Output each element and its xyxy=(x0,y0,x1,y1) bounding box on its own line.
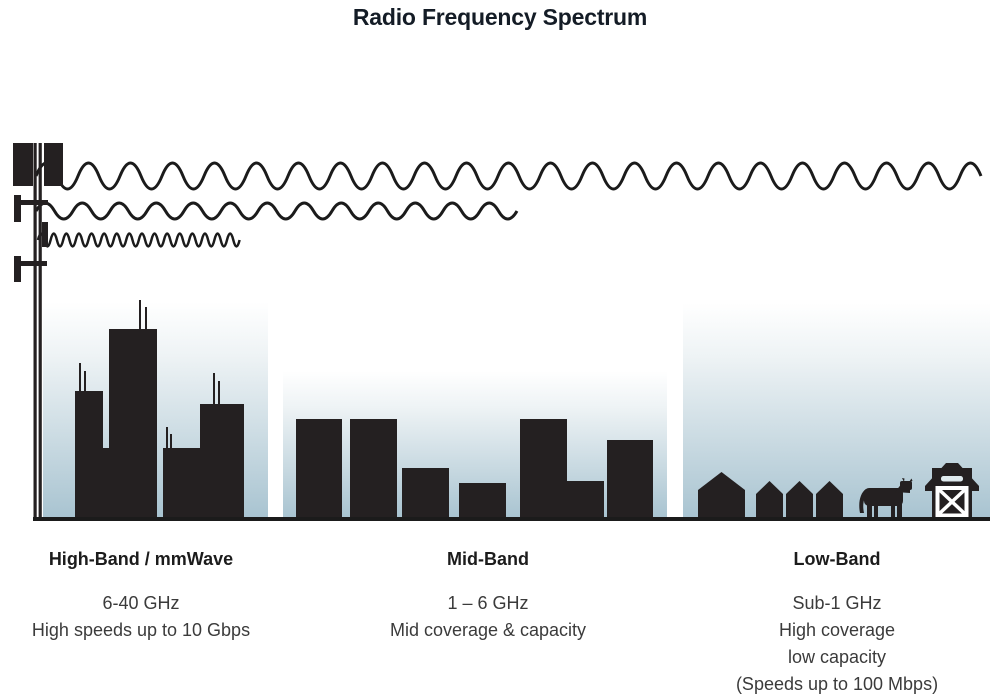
house-icon xyxy=(786,481,813,519)
rooftop-antenna xyxy=(139,300,141,329)
low-band-description: low capacity xyxy=(787,647,887,667)
rooftop-antenna xyxy=(213,373,215,404)
antenna-panel-left xyxy=(13,143,33,186)
low-band-description: (Speeds up to 100 Mbps) xyxy=(735,674,939,694)
house-icon xyxy=(816,481,843,519)
spectrum-illustration xyxy=(13,143,990,521)
high-band-name: High-Band / mmWave xyxy=(48,549,234,569)
rooftop-antenna xyxy=(145,307,147,329)
mid-band-wave xyxy=(34,201,519,221)
low-band-frequency: Sub-1 GHz xyxy=(792,593,882,613)
high-band-description: High speeds up to 10 Gbps xyxy=(31,620,251,640)
high-band-label: High-Band / mmWave 6-40 GHz High speeds … xyxy=(11,548,271,644)
antenna-panel-right xyxy=(44,143,63,186)
house-icon xyxy=(698,472,745,519)
barn-icon xyxy=(925,463,979,519)
high-band-wave xyxy=(36,232,241,248)
mid-band-name: Mid-Band xyxy=(447,549,529,569)
low-band-label: Low-Band Sub-1 GHz High coverage low cap… xyxy=(697,548,977,698)
rooftop-antenna xyxy=(84,371,86,391)
cow-icon xyxy=(859,478,913,519)
radio-waves xyxy=(34,161,983,248)
low-band-description: High coverage xyxy=(778,620,896,640)
mid-band-frequency: 1 – 6 GHz xyxy=(447,593,529,613)
low-band-rural-scene xyxy=(698,463,979,519)
mid-band-town xyxy=(296,419,653,517)
low-band-name: Low-Band xyxy=(793,549,881,569)
rooftop-antenna xyxy=(170,434,172,448)
high-band-city xyxy=(75,300,244,517)
low-band-wave xyxy=(34,161,983,191)
mid-band-label: Mid-Band 1 – 6 GHz Mid coverage & capaci… xyxy=(358,548,618,644)
rooftop-antenna xyxy=(166,427,168,448)
mid-band-description: Mid coverage & capacity xyxy=(389,620,587,640)
ground-line xyxy=(33,517,990,521)
rooftop-antenna xyxy=(218,381,220,404)
rooftop-antenna xyxy=(79,363,81,391)
high-band-frequency: 6-40 GHz xyxy=(102,593,180,613)
house-icon xyxy=(756,481,783,519)
diagram-title: Radio Frequency Spectrum xyxy=(352,4,648,30)
cell-tower-icon xyxy=(13,143,63,517)
